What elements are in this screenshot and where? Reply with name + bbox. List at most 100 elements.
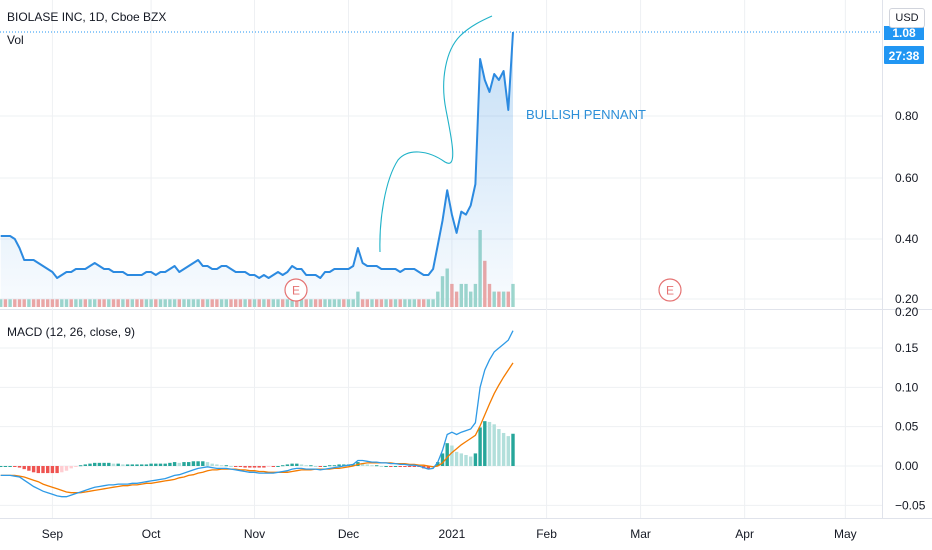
macd-histogram-bar bbox=[125, 464, 130, 466]
macd-histogram-bar bbox=[8, 466, 12, 467]
macd-histogram-bar bbox=[210, 463, 214, 466]
macd-histogram-bar bbox=[88, 463, 92, 466]
macd-histogram-bar bbox=[351, 464, 355, 466]
macd-histogram-bar bbox=[243, 466, 247, 468]
macd-histogram-bar bbox=[323, 466, 327, 467]
macd-histogram-bar bbox=[154, 463, 158, 466]
macd-histogram-bar bbox=[469, 456, 473, 466]
macd-histogram-bar bbox=[163, 463, 167, 466]
macd-histogram-bar bbox=[234, 466, 238, 467]
macd-histogram-bar bbox=[384, 466, 388, 467]
macd-histogram-bar bbox=[248, 466, 252, 468]
macd-histogram-bar bbox=[360, 462, 365, 466]
macd-histogram-bar bbox=[393, 466, 398, 467]
macd-histogram-bar bbox=[13, 466, 17, 467]
price-tick-label: 0.40 bbox=[895, 232, 919, 246]
macd-histogram-bar bbox=[337, 464, 341, 466]
time-tick-label: Dec bbox=[338, 527, 359, 541]
macd-histogram-bar bbox=[398, 466, 402, 467]
macd-top-tick-label: 0.20 bbox=[895, 305, 919, 319]
macd-histogram-bar bbox=[309, 465, 313, 467]
macd-histogram-bar bbox=[224, 465, 228, 467]
macd-histogram-bar bbox=[135, 464, 139, 466]
macd-pane[interactable] bbox=[0, 310, 882, 518]
macd-histogram-bar bbox=[168, 462, 172, 466]
macd-histogram-bar bbox=[69, 466, 73, 469]
macd-histogram-bar bbox=[454, 451, 459, 466]
macd-tick-label: 0.00 bbox=[895, 459, 919, 473]
macd-histogram-bar bbox=[459, 453, 463, 466]
macd-histogram-bar bbox=[370, 465, 374, 467]
drawn-trend-curve bbox=[379, 15, 493, 253]
price-area-fill bbox=[0, 32, 513, 307]
macd-histogram-bar bbox=[332, 465, 337, 467]
time-tick-label: May bbox=[834, 527, 857, 541]
macd-tick-label: −0.05 bbox=[895, 498, 926, 512]
macd-histogram-bar bbox=[22, 466, 26, 470]
macd-histogram-bar bbox=[445, 443, 449, 466]
macd-histogram-bar bbox=[473, 453, 478, 466]
macd-histogram-bar bbox=[64, 466, 69, 471]
macd-histogram-bar bbox=[196, 461, 200, 466]
countdown-badge bbox=[884, 46, 924, 64]
macd-histogram-bar bbox=[172, 462, 177, 466]
price-tick-label: 0.20 bbox=[895, 292, 919, 306]
macd-histogram-bar bbox=[426, 466, 431, 470]
macd-histogram-bar bbox=[97, 462, 102, 466]
macd-histogram-bar bbox=[74, 466, 78, 467]
macd-histogram-bar bbox=[281, 465, 285, 467]
macd-histogram-bar bbox=[36, 466, 40, 474]
macd-histogram-bar bbox=[27, 466, 31, 471]
macd-histogram-bar bbox=[46, 466, 50, 474]
macd-histogram-bar bbox=[285, 464, 290, 466]
macd-histogram-bar bbox=[201, 461, 205, 466]
macd-histogram-bar bbox=[60, 466, 64, 473]
signal-line bbox=[0, 362, 514, 494]
macd-histogram-bar bbox=[111, 463, 116, 466]
earnings-marker[interactable]: E bbox=[658, 278, 682, 302]
macd-histogram-bar bbox=[144, 464, 149, 466]
earnings-label: E bbox=[666, 284, 674, 298]
earnings-label: E bbox=[292, 284, 300, 298]
volume-legend[interactable]: Vol bbox=[7, 33, 24, 47]
macd-histogram-bar bbox=[3, 466, 8, 467]
currency-button[interactable]: USD bbox=[889, 8, 925, 28]
macd-histogram-bar bbox=[78, 465, 83, 467]
bullish-pennant-annotation[interactable]: BULLISH PENNANT bbox=[526, 107, 646, 122]
time-tick-label: 2021 bbox=[439, 527, 466, 541]
macd-histogram-bar bbox=[365, 464, 369, 466]
macd-histogram-bar bbox=[262, 466, 266, 468]
macd-tick-label: 0.15 bbox=[895, 341, 919, 355]
macd-histogram-bar bbox=[140, 464, 144, 466]
user-drawing-curve[interactable] bbox=[379, 15, 493, 253]
macd-histogram-bar bbox=[238, 466, 243, 467]
earnings-circle bbox=[284, 278, 308, 302]
macd-histogram-bar bbox=[506, 436, 510, 466]
macd-histogram-bar bbox=[0, 466, 3, 467]
earnings-marker[interactable]: E bbox=[284, 278, 308, 302]
macd-histogram-bar bbox=[436, 462, 440, 466]
macd-histogram-bar bbox=[478, 427, 482, 466]
price-tick-label: 0.60 bbox=[895, 171, 919, 185]
macd-legend[interactable]: MACD (12, 26, close, 9) bbox=[7, 325, 135, 339]
macd-histogram-bar bbox=[501, 432, 506, 466]
macd-histogram-bar bbox=[342, 464, 346, 466]
price-tick-label: 0.80 bbox=[895, 109, 919, 123]
macd-histogram-bar bbox=[464, 454, 468, 466]
time-tick-label: Apr bbox=[735, 527, 754, 541]
macd-tick-label: 0.05 bbox=[895, 420, 919, 434]
macd-histogram-bar bbox=[257, 466, 261, 468]
macd-histogram-bar bbox=[375, 465, 379, 467]
macd-histogram-bar bbox=[130, 464, 134, 466]
macd-histogram-bar bbox=[83, 464, 87, 466]
macd-histogram-bar bbox=[50, 466, 55, 474]
macd-histogram-bar bbox=[492, 424, 496, 466]
macd-histogram-bar bbox=[487, 421, 492, 466]
symbol-title[interactable]: BIOLASE INC, 1D, Cboe BZX bbox=[7, 10, 166, 24]
price-line bbox=[0, 31, 514, 279]
last-price-value: 1.08 bbox=[892, 26, 916, 40]
earnings-circle bbox=[658, 278, 682, 302]
macd-histogram-bar bbox=[215, 464, 219, 466]
time-tick-label: Feb bbox=[536, 527, 557, 541]
